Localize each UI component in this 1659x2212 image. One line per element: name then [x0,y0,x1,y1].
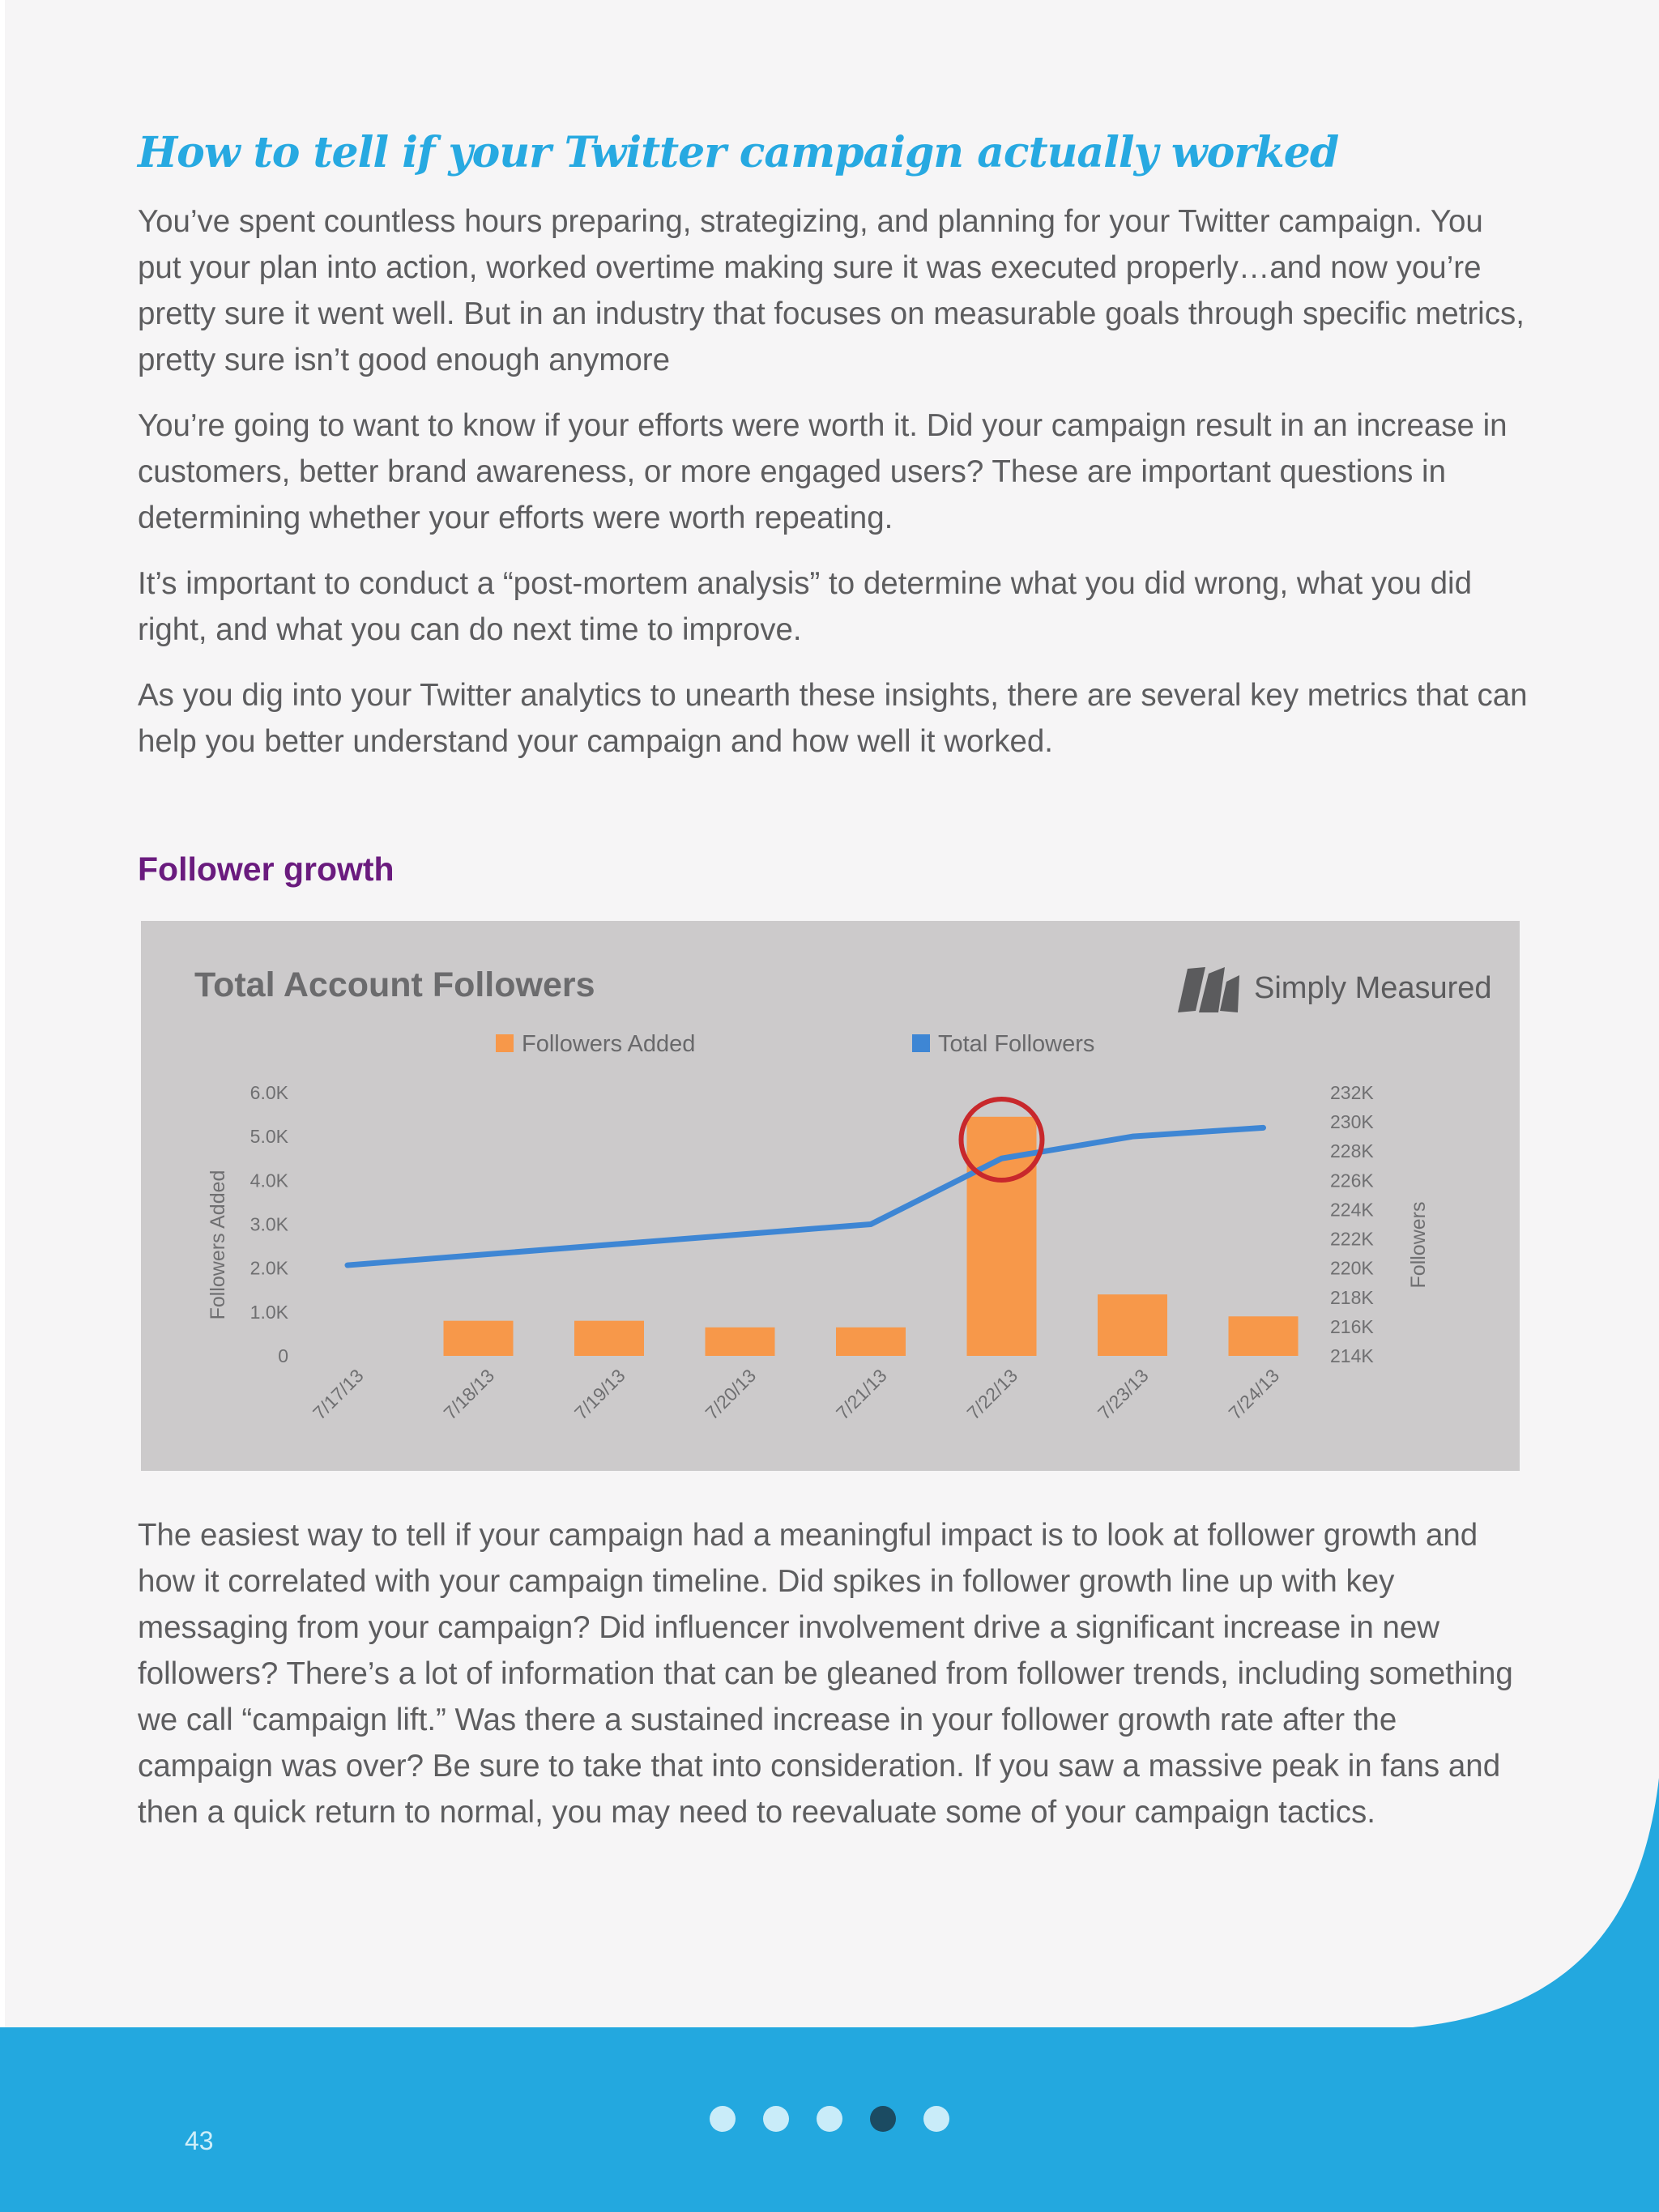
x-tick-label: 7/23/13 [1094,1365,1153,1424]
y-tick-right-label: 222K [1330,1229,1374,1250]
y-tick-right-label: 230K [1330,1111,1374,1132]
x-tick-label: 7/20/13 [702,1365,761,1424]
y-tick-right-label: 214K [1330,1345,1374,1366]
y-tick-right-label: 218K [1330,1287,1374,1308]
y-tick-right-label: 220K [1330,1258,1374,1279]
y-tick-left-label: 6.0K [250,1082,289,1103]
simply-measured-logo-icon [1178,967,1239,1012]
y-tick-left-label: 5.0K [250,1126,289,1147]
x-tick-label: 7/18/13 [440,1365,499,1424]
pagination-dot[interactable] [870,2106,896,2132]
y-tick-left-label: 1.0K [250,1302,289,1323]
y-tick-right-label: 232K [1330,1082,1374,1103]
brand-name: Simply Measured [1254,971,1492,1005]
legend-label: Total Followers [938,1031,1095,1057]
highlight-circle [958,1097,1045,1183]
page-number: 43 [185,2126,214,2155]
pagination-dot[interactable] [817,2106,842,2132]
x-tick-label: 7/17/13 [309,1365,368,1424]
line-total-followers [344,1124,1266,1268]
x-tick-label: 7/21/13 [832,1365,891,1424]
y-tick-left-label: 4.0K [250,1170,289,1191]
legend-followers-added: Followers Added [496,1031,695,1058]
legend-swatch-blue [912,1034,930,1053]
bar-followers-added [1228,1316,1299,1356]
chart-title: Total Account Followers [194,965,595,1004]
y-tick-right-label: 228K [1330,1140,1374,1161]
y-tick-right-label: 224K [1330,1199,1374,1220]
x-tick-label: 7/22/13 [963,1365,1022,1424]
chart-canvas: 6.0K 5.0K 4.0K 3.0K 2.0K 1.0K 0 232K 230K 228K 226… [207,1082,1430,1424]
pagination-dot[interactable] [710,2106,736,2132]
x-tick-label: 7/24/13 [1225,1365,1284,1424]
x-tick-label: 7/19/13 [570,1365,629,1424]
body-paragraph: You’re going to want to know if your eff… [138,408,1508,535]
y-tick-right-label: 216K [1330,1316,1374,1337]
y-tick-left-label: 0 [278,1345,288,1366]
page-heading: How to tell if your Twitter campaign act… [138,128,1339,177]
legend-label: Followers Added [522,1031,696,1057]
bar-followers-added [443,1320,514,1356]
closing-paragraph: The easiest way to tell if your campaign… [138,1518,1513,1830]
intro-paragraph: You’ve spent countless hours preparing, … [138,204,1525,377]
bar-followers-added [1098,1294,1167,1356]
body-paragraph: It’s important to conduct a “post-mortem… [138,566,1473,647]
pagination-dot[interactable] [923,2106,949,2132]
follower-chart: 6.0K 5.0K 4.0K 3.0K 2.0K 1.0K 0 232K 230K 228K 226… [141,921,1520,1471]
body-paragraph: As you dig into your Twitter analytics t… [138,678,1528,759]
y-axis-left-title: Followers Added [207,1170,229,1320]
y-tick-left-label: 3.0K [250,1214,289,1235]
y-tick-left-label: 2.0K [250,1258,289,1279]
legend-swatch-orange [496,1034,514,1053]
bar-followers-added [705,1327,775,1356]
y-axis-right-title: Followers [1407,1202,1430,1289]
y-tick-right-label: 226K [1330,1170,1374,1191]
bar-followers-added [574,1320,644,1356]
section-subheading: Follower growth [138,850,394,888]
bar-followers-added [836,1327,906,1356]
legend-total-followers: Total Followers [912,1031,1094,1058]
pagination-dot[interactable] [763,2106,789,2132]
